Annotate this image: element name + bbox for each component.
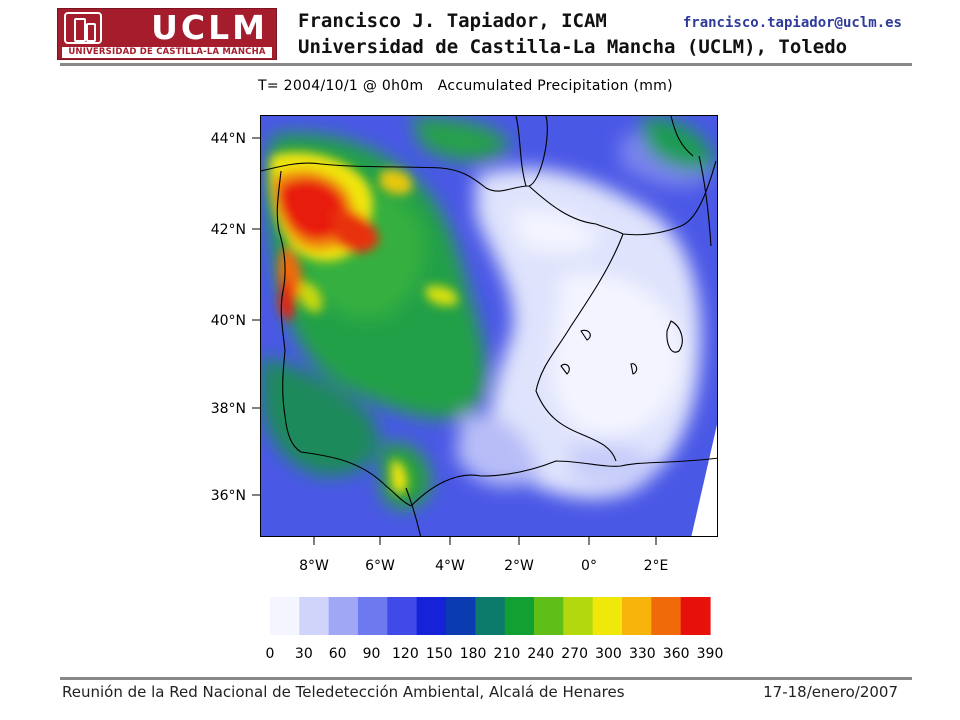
- precipitation-map: [260, 115, 718, 537]
- colorbar-swatch: [475, 597, 506, 635]
- author-email: francisco.tapiador@uclm.es: [682, 15, 902, 31]
- author-name: Francisco J. Tapiador, ICAM: [298, 10, 607, 32]
- colorbar-tick-label: 150: [426, 646, 453, 662]
- footer-event: Reunión de la Red Nacional de Teledetecc…: [62, 683, 625, 701]
- lon-label: 6°W: [365, 558, 395, 574]
- colorbar-tick-label: 210: [494, 646, 521, 662]
- lon-label: 0°: [581, 558, 597, 574]
- colorbar-swatch: [387, 597, 418, 635]
- colorbar-swatch: [504, 597, 535, 635]
- colorbar-swatch: [680, 597, 711, 635]
- header-divider: [60, 63, 912, 66]
- colorbar-tick-labels: 0 30 60 90 120 150 180 210 240 270 300 330 360 390: [266, 646, 724, 662]
- logo-text: UCLM: [151, 8, 268, 47]
- precipitation-field: [261, 116, 717, 536]
- colorbar-swatch: [328, 597, 359, 635]
- logo-subtext: UNIVERSIDAD DE CASTILLA-LA MANCHA: [62, 47, 272, 58]
- colorbar-tick-label: 300: [595, 646, 622, 662]
- lat-label: 40°N: [211, 313, 246, 329]
- colorbar-swatch: [416, 597, 447, 635]
- uclm-logo: UCLM UNIVERSIDAD DE CASTILLA-LA MANCHA: [57, 8, 277, 60]
- colorbar-swatches: [270, 597, 711, 635]
- colorbar-swatch: [651, 597, 682, 635]
- colorbar-swatch: [270, 597, 300, 635]
- lat-label: 42°N: [211, 222, 246, 238]
- colorbar-tick-label: 0: [266, 646, 275, 662]
- colorbar-swatch: [622, 597, 652, 635]
- colorbar-tick-label: 60: [329, 646, 347, 662]
- colorbar-tick-label: 390: [697, 646, 724, 662]
- lat-label: 44°N: [211, 131, 246, 147]
- colorbar-swatch: [592, 597, 623, 635]
- lon-label: 8°W: [299, 558, 329, 574]
- colorbar-tick-label: 30: [295, 646, 313, 662]
- colorbar-swatch: [446, 597, 476, 635]
- colorbar-swatch: [534, 597, 564, 635]
- colorbar-tick-label: 120: [392, 646, 419, 662]
- lat-label: 38°N: [211, 401, 246, 417]
- colorbar-swatch: [299, 597, 330, 635]
- lon-label: 2°E: [644, 558, 669, 574]
- colorbar-tick-label: 180: [460, 646, 487, 662]
- colorbar-tick-label: 90: [363, 646, 381, 662]
- footer-date: 17-18/enero/2007: [763, 683, 898, 701]
- colorbar-tick-label: 270: [561, 646, 588, 662]
- map-title: T= 2004/10/1 @ 0h0m Accumulated Precipit…: [258, 78, 673, 94]
- university-emblem-icon: [64, 12, 102, 44]
- lon-label: 2°W: [504, 558, 534, 574]
- colorbar-tick-label: 330: [629, 646, 656, 662]
- author-affiliation: Universidad de Castilla-La Mancha (UCLM)…: [298, 36, 848, 58]
- colorbar-tick-label: 360: [663, 646, 690, 662]
- lon-label: 4°W: [435, 558, 465, 574]
- colorbar-tick-label: 240: [527, 646, 554, 662]
- lat-label: 36°N: [211, 488, 246, 504]
- colorbar-swatch: [358, 597, 388, 635]
- footer-divider: [60, 677, 912, 680]
- colorbar-swatch: [563, 597, 594, 635]
